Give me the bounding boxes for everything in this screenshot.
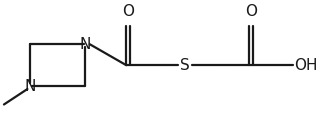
Text: O: O	[122, 4, 134, 19]
Text: N: N	[24, 79, 36, 94]
Text: OH: OH	[294, 58, 318, 73]
Text: S: S	[180, 58, 190, 73]
Text: O: O	[244, 4, 257, 19]
Text: N: N	[80, 37, 91, 52]
